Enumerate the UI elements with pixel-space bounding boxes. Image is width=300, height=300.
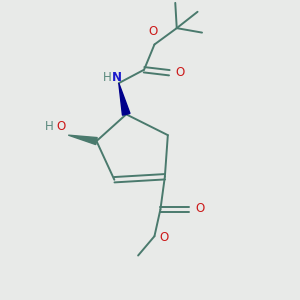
Text: O: O [148,25,158,38]
Text: O: O [56,120,65,133]
Text: N: N [112,71,122,84]
Polygon shape [119,83,130,115]
Polygon shape [68,135,97,145]
Text: H: H [45,120,53,133]
Text: O: O [195,202,204,215]
Text: H: H [103,71,112,84]
Text: O: O [176,66,185,79]
Text: O: O [160,231,169,244]
